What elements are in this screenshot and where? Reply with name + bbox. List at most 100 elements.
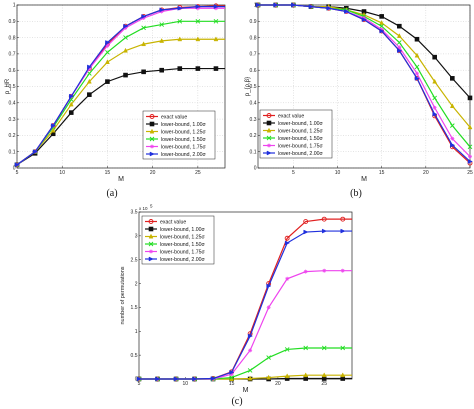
y-tick-label: 3.5 bbox=[131, 210, 138, 216]
x-tick-label: 20 bbox=[275, 381, 281, 387]
data-point bbox=[397, 48, 403, 54]
x-tick-label: 20 bbox=[423, 170, 429, 176]
legend-marker bbox=[149, 114, 155, 119]
chart-a: 5 10 15 20 25 0 0.1 0.2 0.3 0.4 0.5 0.6 0.7 0.8 0.9 1 Mp… bbox=[5, 3, 226, 199]
x-tick-label: 5 bbox=[138, 381, 141, 387]
data-point bbox=[68, 101, 74, 107]
data-point bbox=[397, 40, 402, 45]
data-point bbox=[177, 66, 183, 71]
legend-marker bbox=[148, 241, 154, 247]
legend-item: lower-bound, 2.00σ bbox=[146, 151, 207, 158]
chart-caption: (b) bbox=[350, 188, 362, 199]
legend-marker bbox=[266, 113, 272, 118]
data-point bbox=[87, 71, 92, 76]
data-point bbox=[467, 124, 473, 130]
legend-label: lower-bound, 2.00σ bbox=[161, 152, 207, 158]
legend-label: lower-bound, 1.50σ bbox=[278, 136, 324, 142]
data-point bbox=[86, 78, 92, 84]
x-tick-label: 20 bbox=[150, 170, 156, 176]
y-tick-label: 0 bbox=[135, 377, 138, 383]
legend-item: exact value bbox=[146, 114, 187, 120]
legend-marker bbox=[266, 150, 272, 156]
data-point bbox=[467, 144, 473, 150]
x-tick-label: 5 bbox=[16, 170, 19, 176]
legend-marker bbox=[148, 256, 154, 262]
legend-label: lower-bound, 1.00σ bbox=[278, 121, 324, 127]
y-tick-label: 1 bbox=[135, 329, 138, 335]
y-tick-label: 2 bbox=[135, 281, 138, 287]
x-tick-label: 25 bbox=[321, 381, 327, 387]
data-point bbox=[213, 18, 219, 24]
data-point bbox=[105, 40, 111, 45]
legend-label: lower-bound, 1.75σ bbox=[160, 249, 206, 255]
legend-box bbox=[141, 215, 215, 265]
chart-b: 5 10 15 20 25 0 0.1 0.2 0.3 0.4 0.5 0.6 0.7 0.8 0.9 1 Mp… bbox=[245, 2, 473, 199]
y-tick-label: 0.3 bbox=[250, 117, 257, 123]
data-point bbox=[159, 22, 165, 27]
data-point bbox=[213, 66, 219, 71]
data-point bbox=[308, 4, 314, 10]
legend-item: lower-bound, 1.75σ bbox=[145, 249, 206, 255]
legend-marker bbox=[148, 219, 154, 224]
data-point bbox=[397, 23, 402, 29]
data-point bbox=[303, 229, 309, 235]
data-point bbox=[321, 372, 327, 378]
data-point bbox=[303, 269, 308, 274]
data-point bbox=[450, 142, 456, 148]
data-point bbox=[69, 93, 75, 99]
legend-label: lower-bound, 2.00σ bbox=[160, 257, 206, 263]
data-point bbox=[449, 103, 455, 109]
data-point bbox=[50, 127, 56, 133]
x-tick-label: 15 bbox=[379, 170, 385, 176]
data-point bbox=[105, 79, 110, 84]
y-tick-label: 0.2 bbox=[9, 133, 16, 139]
legend-label: lower-bound, 1.25σ bbox=[278, 128, 324, 134]
data-point bbox=[213, 6, 218, 11]
data-point bbox=[340, 268, 345, 273]
legend-label: lower-bound, 1.50σ bbox=[161, 137, 207, 143]
data-point bbox=[321, 345, 327, 351]
legend-marker bbox=[150, 144, 154, 149]
data-point bbox=[105, 59, 110, 64]
data-point bbox=[141, 69, 146, 75]
data-point bbox=[396, 33, 402, 38]
data-point bbox=[105, 43, 110, 48]
data-point bbox=[467, 95, 473, 101]
y-tick-label: 0.8 bbox=[9, 35, 16, 41]
y-multiplier-exponent: 5 bbox=[150, 204, 153, 209]
data-point bbox=[415, 71, 419, 76]
legend-item: lower-bound, 1.00σ bbox=[146, 121, 207, 128]
data-point bbox=[285, 276, 290, 281]
legend-item: lower-bound, 1.75σ bbox=[263, 143, 324, 149]
data-point bbox=[195, 6, 200, 11]
x-tick-label: 10 bbox=[59, 170, 65, 176]
series-6 bbox=[136, 228, 352, 382]
y-tick-label: 0.4 bbox=[9, 101, 16, 107]
data-point bbox=[432, 78, 438, 84]
x-tick-label: 15 bbox=[105, 170, 111, 176]
y-tick-label: 1 bbox=[13, 3, 16, 9]
data-point bbox=[303, 345, 309, 351]
y-tick-label: 1 bbox=[254, 3, 257, 9]
data-point bbox=[450, 136, 455, 141]
data-point bbox=[50, 123, 57, 129]
data-point bbox=[432, 95, 437, 101]
y-tick-label: 0.1 bbox=[9, 149, 16, 155]
data-point bbox=[195, 4, 201, 10]
data-point bbox=[284, 347, 290, 352]
data-point bbox=[247, 368, 253, 373]
y-tick-label: 0.6 bbox=[9, 68, 16, 74]
data-point bbox=[195, 66, 201, 71]
y-tick-label: 0.7 bbox=[9, 52, 16, 58]
data-point bbox=[192, 376, 198, 382]
data-point bbox=[273, 2, 279, 8]
data-point bbox=[321, 216, 327, 222]
data-point bbox=[159, 7, 165, 13]
data-point bbox=[105, 49, 110, 55]
series-6 bbox=[14, 4, 225, 168]
data-point bbox=[159, 38, 165, 43]
data-point bbox=[326, 5, 332, 11]
legend-marker bbox=[267, 143, 271, 148]
x-tick-label: 10 bbox=[335, 170, 341, 176]
